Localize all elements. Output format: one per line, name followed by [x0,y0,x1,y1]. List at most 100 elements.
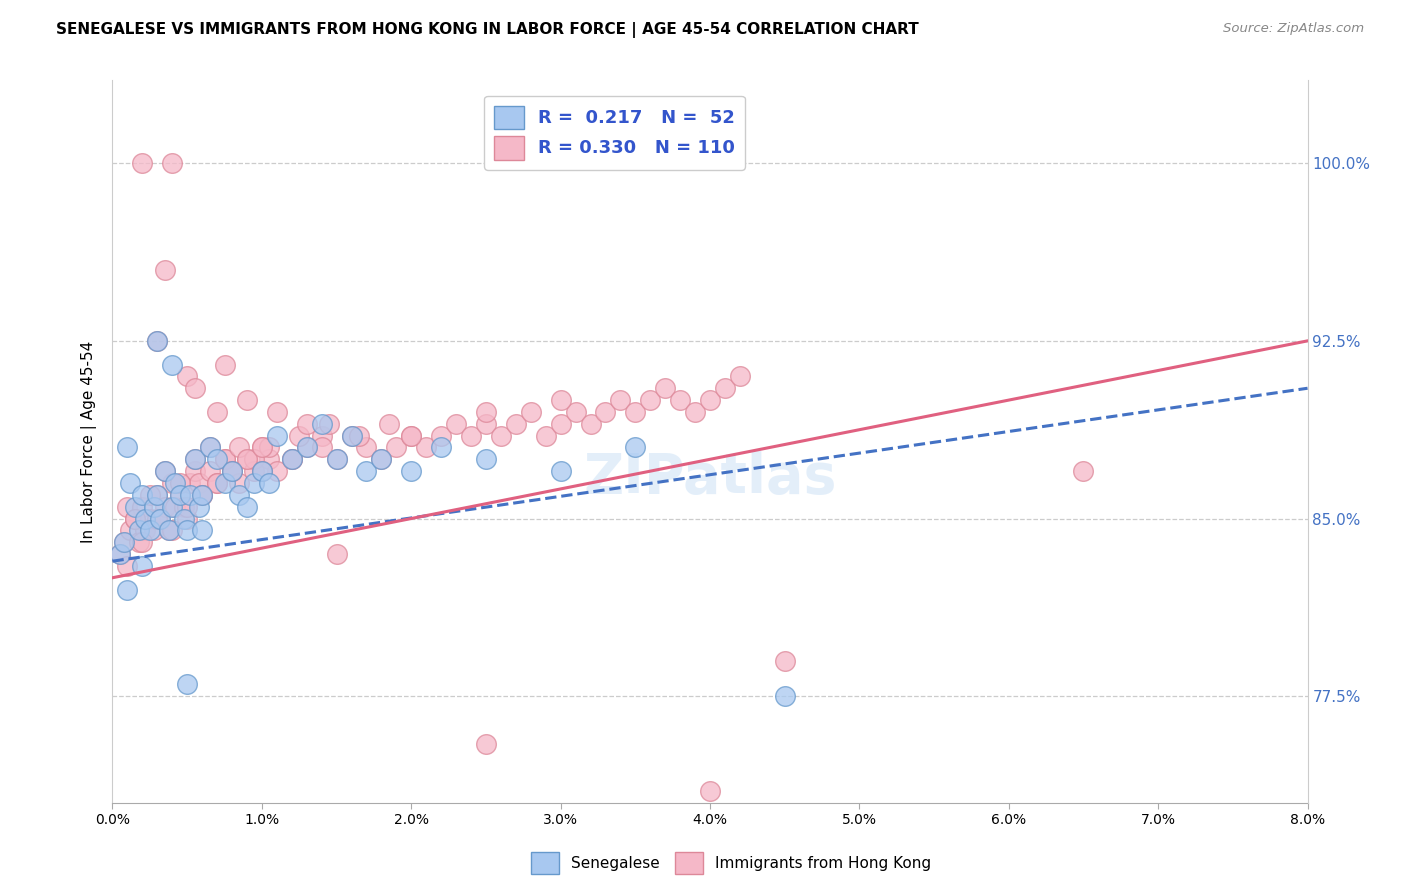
Point [176,369,198,384]
Point [162,524,183,538]
Point [120,524,142,538]
Point [162,156,183,170]
Point [198,464,221,478]
Point [654,381,676,395]
Point [259,475,281,490]
Point [169,488,191,502]
Point [550,464,572,478]
Point [176,511,198,525]
Point [370,452,392,467]
Point [534,428,557,442]
Point [714,381,737,395]
Point [475,452,498,467]
Point [205,475,228,490]
Point [683,405,706,419]
Point [176,500,198,514]
Point [221,464,243,478]
Point [179,488,201,502]
Point [134,524,156,538]
Point [595,405,617,419]
Point [311,417,333,431]
Point [475,417,498,431]
Point [176,677,198,691]
Point [401,428,423,442]
Point [728,369,751,384]
Point [295,441,318,455]
Point [153,464,176,478]
Point [165,500,187,514]
Point [188,500,211,514]
Point [165,475,187,490]
Point [128,524,150,538]
Point [131,156,153,170]
Point [340,428,363,442]
Point [183,452,205,467]
Point [162,475,183,490]
Point [153,464,176,478]
Point [146,334,169,348]
Text: SENEGALESE VS IMMIGRANTS FROM HONG KONG IN LABOR FORCE | AGE 45-54 CORRELATION C: SENEGALESE VS IMMIGRANTS FROM HONG KONG … [56,22,920,38]
Point [550,393,572,408]
Point [149,511,172,525]
Point [475,737,498,751]
Point [356,464,378,478]
Point [173,511,195,525]
Point [139,524,162,538]
Point [221,464,243,478]
Point [773,689,796,703]
Point [205,475,228,490]
Point [221,464,243,478]
Point [124,511,146,525]
Point [128,535,150,549]
Point [489,428,512,442]
Point [146,488,169,502]
Point [236,452,259,467]
Point [444,417,467,431]
Point [250,464,273,478]
Point [505,417,527,431]
Point [214,475,236,490]
Point [579,417,602,431]
Point [179,475,201,490]
Point [191,488,214,502]
Point [281,452,304,467]
Point [131,558,153,573]
Point [169,488,191,502]
Point [699,393,721,408]
Point [183,464,205,478]
Point [228,475,250,490]
Point [259,441,281,455]
Point [295,417,318,431]
Point [378,417,401,431]
Point [124,500,146,514]
Point [356,441,378,455]
Point [114,535,135,549]
Point [340,428,363,442]
Legend: Senegalese, Immigrants from Hong Kong: Senegalese, Immigrants from Hong Kong [526,846,936,880]
Point [385,441,408,455]
Point [176,524,198,538]
Point [236,452,259,467]
Point [228,488,250,502]
Point [430,441,453,455]
Point [117,582,139,597]
Point [183,381,205,395]
Point [146,488,169,502]
Point [214,452,236,467]
Point [460,428,482,442]
Y-axis label: In Labor Force | Age 45-54: In Labor Force | Age 45-54 [80,341,97,542]
Point [205,405,228,419]
Point [214,452,236,467]
Point [143,500,166,514]
Point [108,547,131,561]
Point [669,393,692,408]
Point [609,393,631,408]
Point [624,405,647,419]
Point [139,511,162,525]
Point [191,524,214,538]
Point [624,441,647,455]
Point [117,558,139,573]
Point [325,547,347,561]
Point [149,511,172,525]
Point [157,524,180,538]
